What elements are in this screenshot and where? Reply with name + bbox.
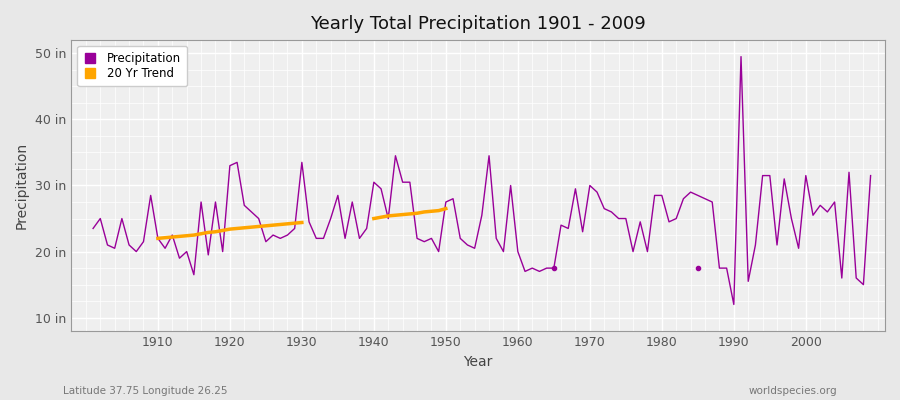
20 Yr Trend bbox=[181, 233, 192, 238]
20 Yr Trend bbox=[202, 230, 213, 235]
Text: worldspecies.org: worldspecies.org bbox=[749, 386, 837, 396]
Y-axis label: Precipitation: Precipitation bbox=[15, 142, 29, 229]
Precipitation bbox=[505, 183, 516, 188]
Precipitation bbox=[303, 220, 314, 224]
20 Yr Trend bbox=[188, 233, 199, 238]
20 Yr Trend bbox=[238, 225, 249, 230]
Precipitation bbox=[728, 302, 739, 307]
20 Yr Trend bbox=[267, 223, 278, 228]
20 Yr Trend bbox=[195, 231, 206, 236]
Line: Precipitation: Precipitation bbox=[93, 57, 870, 304]
20 Yr Trend bbox=[217, 228, 228, 233]
Precipitation bbox=[346, 200, 357, 204]
Legend: Precipitation, 20 Yr Trend: Precipitation, 20 Yr Trend bbox=[77, 46, 187, 86]
20 Yr Trend bbox=[253, 224, 264, 229]
20 Yr Trend bbox=[289, 221, 300, 226]
Text: Latitude 37.75 Longitude 26.25: Latitude 37.75 Longitude 26.25 bbox=[63, 386, 228, 396]
Title: Yearly Total Precipitation 1901 - 2009: Yearly Total Precipitation 1901 - 2009 bbox=[310, 15, 646, 33]
20 Yr Trend bbox=[159, 235, 170, 240]
20 Yr Trend bbox=[231, 226, 242, 231]
20 Yr Trend bbox=[174, 234, 184, 239]
Precipitation bbox=[87, 226, 98, 231]
20 Yr Trend bbox=[210, 229, 220, 234]
Precipitation bbox=[598, 206, 609, 211]
Precipitation bbox=[512, 249, 523, 254]
20 Yr Trend bbox=[224, 227, 235, 232]
20 Yr Trend bbox=[274, 222, 285, 227]
20 Yr Trend bbox=[260, 224, 271, 228]
Precipitation bbox=[145, 193, 156, 198]
Precipitation bbox=[735, 54, 746, 59]
20 Yr Trend bbox=[296, 220, 307, 225]
X-axis label: Year: Year bbox=[464, 355, 493, 369]
20 Yr Trend bbox=[166, 235, 177, 240]
Line: 20 Yr Trend: 20 Yr Trend bbox=[158, 222, 302, 238]
20 Yr Trend bbox=[152, 236, 163, 241]
Precipitation bbox=[865, 173, 876, 178]
20 Yr Trend bbox=[282, 222, 292, 226]
20 Yr Trend bbox=[246, 225, 256, 230]
